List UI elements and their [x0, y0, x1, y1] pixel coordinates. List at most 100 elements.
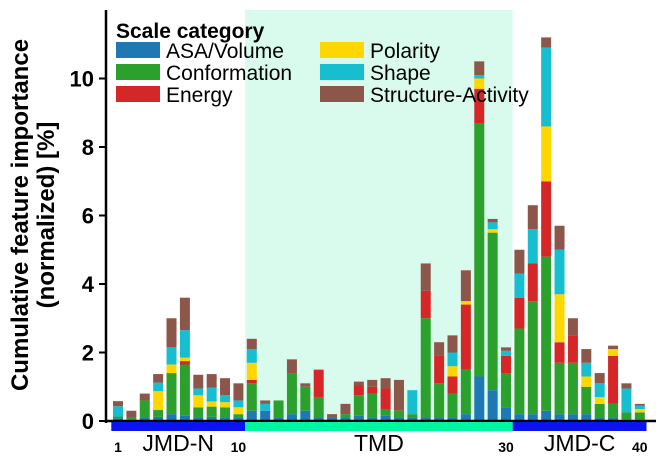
region-label-jmd-n: JMD-N: [142, 430, 214, 456]
bar-segment-polarity-pos40: [634, 409, 645, 413]
bar-segment-conformation-pos6: [179, 364, 190, 416]
bar-segment-conformation-pos39: [621, 412, 632, 420]
x-tick-label-10: 10: [231, 439, 247, 455]
bar-segment-structure-activity-pos35: [567, 318, 578, 336]
bar-segment-structure-activity-pos29: [487, 218, 498, 223]
bar-segment-asa-volume-pos3: [139, 417, 150, 421]
bar-segment-conformation-pos8: [206, 406, 217, 417]
legend-title: Scale category: [116, 20, 265, 43]
bar-segment-structure-activity-pos6: [179, 297, 190, 331]
bar-segment-conformation-pos23: [407, 414, 418, 418]
legend-swatch-asa-volume: [116, 42, 160, 58]
bar-segment-polarity-pos28: [474, 78, 485, 89]
bar-segment-asa-volume-pos30: [501, 407, 512, 421]
bar-segment-conformation-pos2: [126, 417, 137, 420]
bar-segment-asa-volume-pos33: [541, 410, 552, 421]
bar-segment-conformation-pos27: [460, 369, 471, 415]
bar-segment-energy-pos38: [608, 355, 619, 404]
bar-segment-conformation-pos31: [514, 328, 525, 415]
bar-segment-conformation-pos32: [527, 301, 538, 415]
bar-segment-energy-pos20: [367, 386, 378, 394]
bar-segment-polarity-pos11: [246, 362, 257, 380]
bar-segment-energy-pos33: [541, 181, 552, 257]
bar-segment-shape-pos8: [206, 387, 217, 402]
bar-segment-energy-pos26: [447, 376, 458, 394]
bar-segment-structure-activity-pos26: [447, 335, 458, 353]
bar-segment-energy-pos31: [514, 297, 525, 329]
y-tick-label-4: 4: [82, 272, 95, 297]
y-tick-label-0: 0: [82, 409, 94, 434]
bar-segment-shape-pos28: [474, 75, 485, 79]
bar-segment-conformation-pos14: [286, 373, 297, 415]
bar-segment-conformation-pos24: [420, 318, 431, 418]
bar-segment-conformation-pos22: [393, 410, 404, 418]
y-axis-label-line2: (normalized) [%]: [33, 122, 60, 309]
x-tick-label-1: 1: [114, 439, 122, 455]
bar-segment-asa-volume-pos15: [300, 410, 311, 421]
bar-segment-conformation-pos4: [153, 410, 164, 417]
bar-segment-energy-pos32: [527, 263, 538, 302]
bar-segment-energy-pos16: [313, 369, 324, 398]
bar-segment-polarity-pos7: [193, 395, 204, 408]
bar-segment-asa-volume-pos19: [353, 415, 364, 421]
region-label-jmd-c: JMD-C: [544, 430, 616, 456]
bar-segment-shape-pos23: [407, 390, 418, 415]
bar-segment-asa-volume-pos27: [460, 414, 471, 421]
bar-segment-asa-volume-pos23: [407, 417, 418, 421]
y-tick-label-6: 6: [82, 204, 94, 229]
bar-segment-structure-activity-pos12: [260, 400, 271, 404]
y-tick-label-10: 10: [70, 67, 94, 92]
legend-swatch-structure-activity: [320, 86, 364, 102]
bar-segment-conformation-pos13: [273, 400, 284, 418]
region-bar-tmd: [245, 422, 513, 431]
legend: Scale category ASA/Volume Polarity Conform…: [116, 20, 529, 107]
bar-segment-asa-volume-pos9: [220, 417, 231, 421]
bar-segment-structure-activity-pos1: [113, 401, 123, 407]
bar-segment-structure-activity-pos9: [220, 378, 231, 396]
bar-segment-structure-activity-pos38: [608, 345, 619, 350]
bar-segment-conformation-pos33: [541, 256, 552, 411]
bars-group: [113, 37, 645, 421]
bar-segment-structure-activity-pos39: [621, 383, 632, 389]
bar-segment-energy-pos24: [420, 290, 431, 319]
bar-segment-structure-activity-pos33: [541, 37, 552, 48]
bar-segment-conformation-pos11: [246, 383, 257, 411]
bar-segment-shape-pos6: [179, 330, 190, 358]
legend-swatch-polarity: [320, 42, 364, 58]
bar-segment-structure-activity-pos2: [126, 410, 137, 418]
y-tick-label-8: 8: [82, 135, 94, 160]
region-label-tmd: TMD: [354, 430, 404, 456]
y-axis-label-line1: Cumulative feature importance: [7, 39, 34, 391]
bar-segment-conformation-pos26: [447, 393, 458, 418]
bar-segment-asa-volume-pos5: [166, 414, 177, 421]
bar-segment-asa-volume-pos36: [581, 414, 592, 421]
bar-segment-structure-activity-pos5: [166, 318, 177, 348]
bar-segment-conformation-pos20: [367, 393, 378, 418]
bar-segment-energy-pos35: [567, 335, 578, 363]
region-bar: JMD-N TMD JMD-C 1 10 30 40: [111, 422, 648, 456]
bar-segment-asa-volume-pos1: [113, 418, 123, 421]
bar-segment-energy-pos11: [246, 379, 257, 384]
bar-segment-conformation-pos34: [554, 362, 565, 415]
bar-segment-shape-pos32: [527, 229, 538, 264]
bar-segment-polarity-pos8: [206, 401, 217, 407]
bar-segment-asa-volume-pos29: [487, 390, 498, 421]
bar-segment-structure-activity-pos19: [353, 381, 364, 386]
bar-segment-polarity-pos6: [179, 357, 190, 362]
bar-segment-structure-activity-pos31: [514, 249, 525, 274]
bar-segment-structure-activity-pos27: [460, 270, 471, 302]
bar-segment-structure-activity-pos36: [581, 349, 592, 363]
bar-segment-conformation-pos36: [581, 386, 592, 415]
bar-segment-structure-activity-pos10: [233, 383, 244, 401]
bar-segment-conformation-pos10: [233, 414, 244, 418]
bar-segment-structure-activity-pos11: [246, 338, 257, 350]
bar-segment-polarity-pos4: [153, 391, 164, 411]
bar-segment-conformation-pos30: [501, 373, 512, 408]
bar-segment-structure-activity-pos15: [300, 383, 311, 387]
bar-segment-asa-volume-pos28: [474, 376, 485, 421]
bar-segment-shape-pos39: [621, 388, 632, 413]
bar-segment-energy-pos28: [474, 88, 485, 124]
bar-segment-asa-volume-pos8: [206, 416, 217, 421]
bar-segment-asa-volume-pos11: [246, 410, 257, 421]
bar-segment-structure-activity-pos30: [501, 347, 512, 351]
